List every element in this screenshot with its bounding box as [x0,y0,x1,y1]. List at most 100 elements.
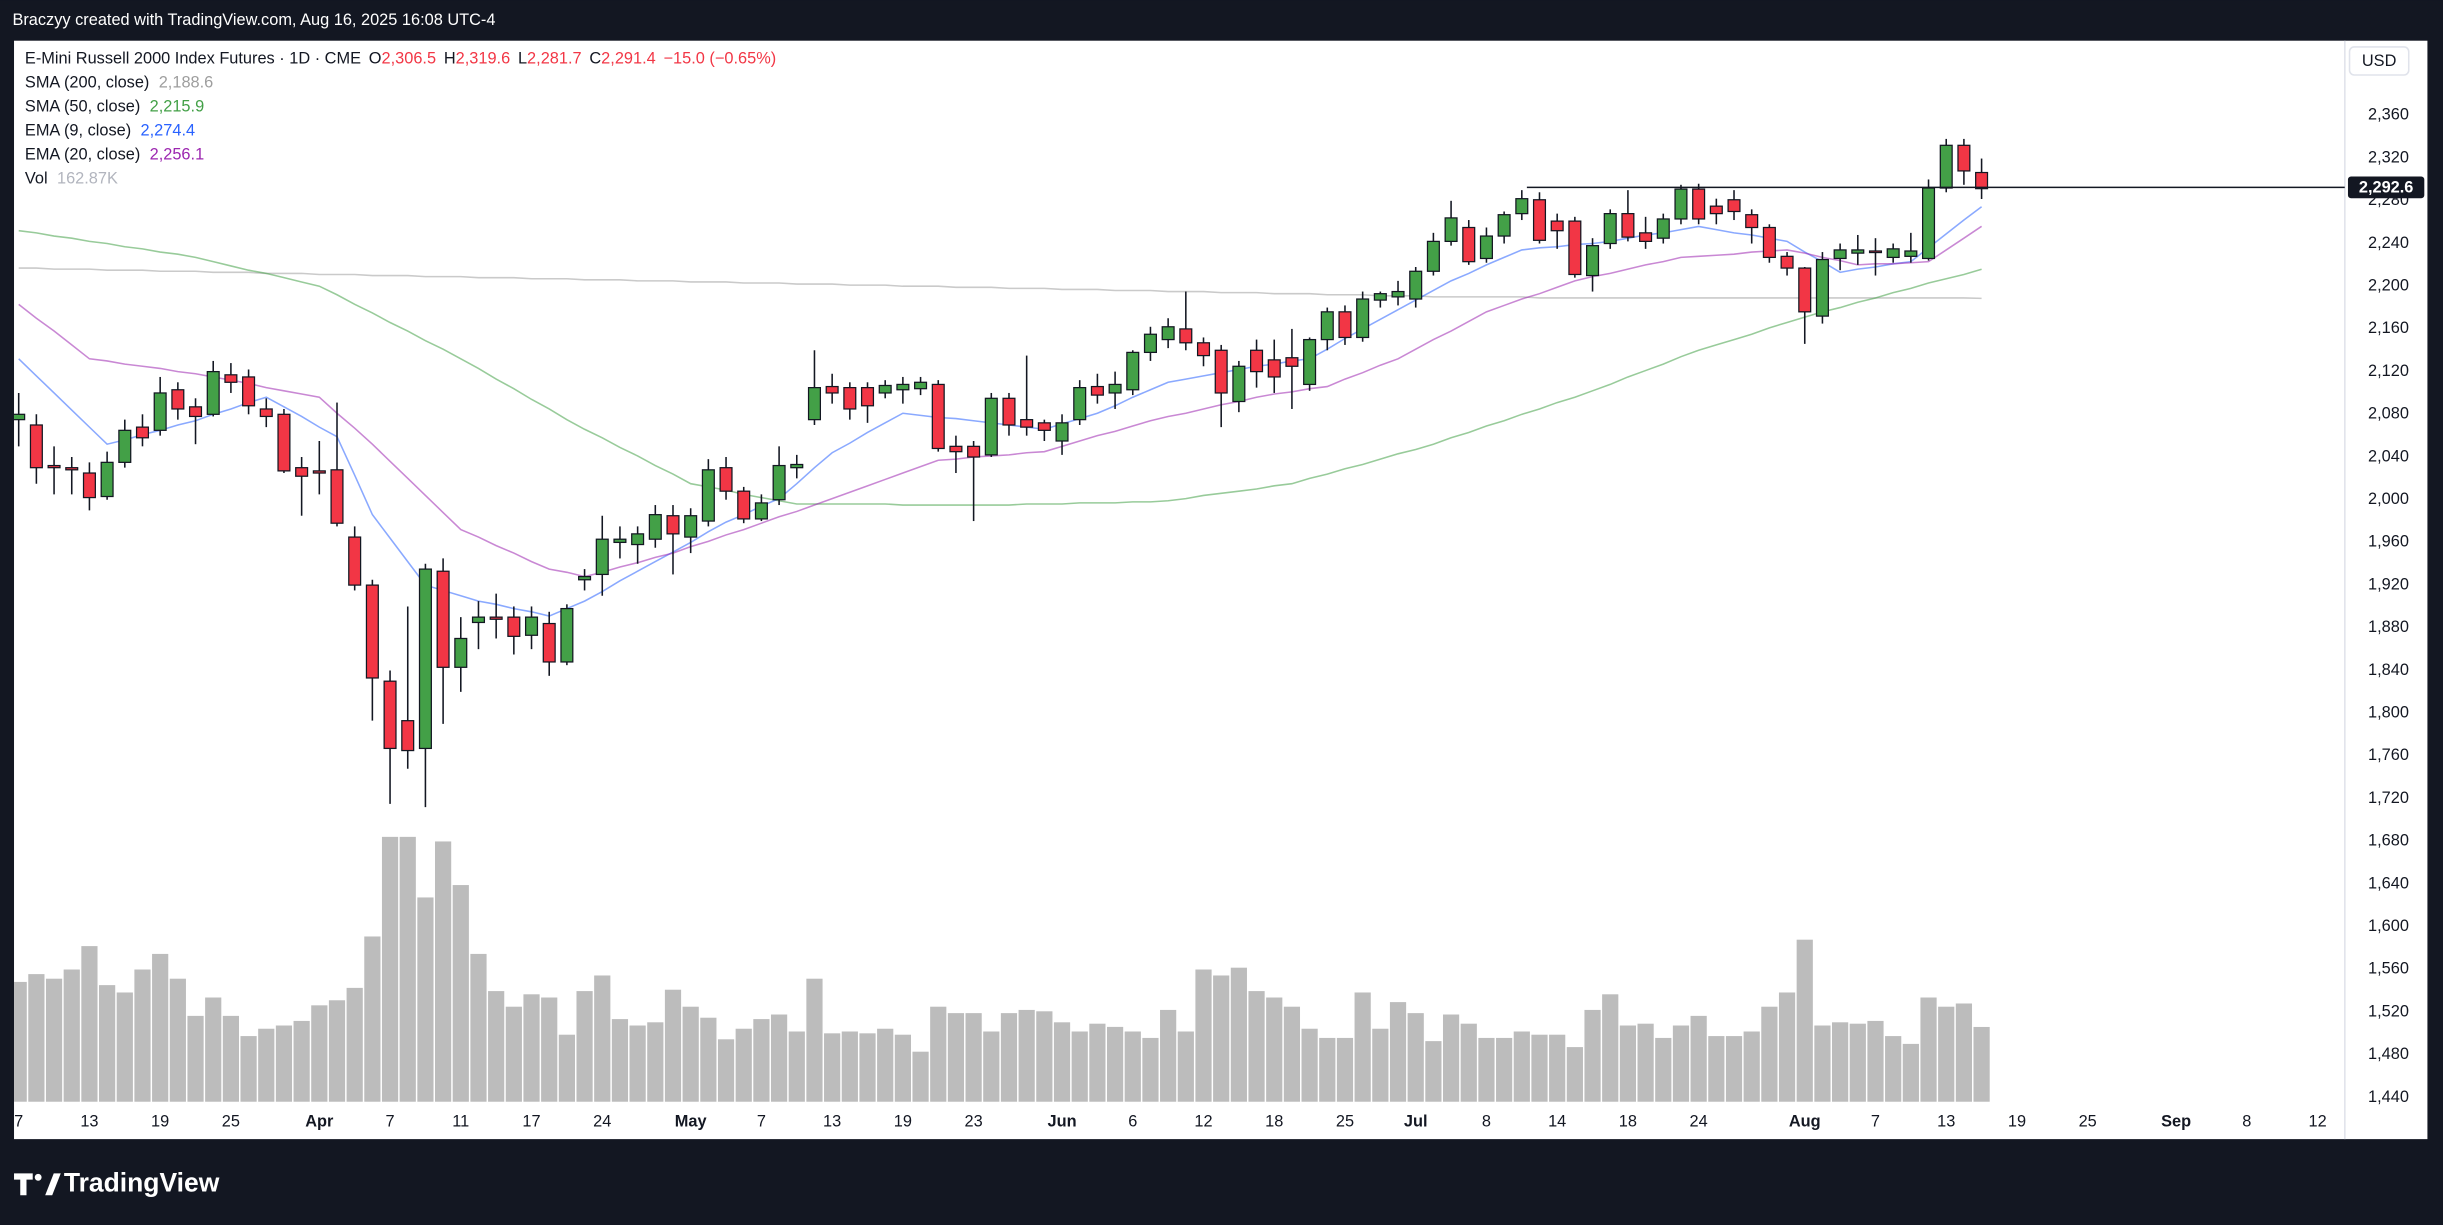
volume-bar [1354,992,1371,1102]
candle-body [1126,351,1140,391]
currency[interactable]: USD [2362,52,2397,70]
volume-bar [1053,1022,1071,1102]
change: −15.0 (−0.65%) [664,50,777,68]
candle-body [790,463,804,469]
volume-bar [788,1031,805,1102]
legend-value: 2,188.6 [159,74,214,92]
candle-body [436,570,450,668]
legend: E-Mini Russell 2000 Index Futures · 1D ·… [25,50,776,188]
volume-bar [1938,1006,1955,1102]
currency-box[interactable] [2348,46,2410,76]
volume-bar [664,989,682,1102]
candle-body [14,413,26,421]
candle-body [1391,290,1405,298]
candle-body [1515,198,1529,215]
x-tick-label: Aug [1789,1112,1821,1130]
volume-bar [381,836,399,1102]
volume-bar [134,969,151,1102]
x-tick-label: Jul [1404,1112,1428,1130]
candle-body [684,515,698,538]
candle-body [1462,226,1476,263]
legend-value: 2,215.9 [150,98,205,116]
y-tick-label: 2,240 [2368,234,2409,252]
volume-bar [930,1006,947,1102]
volume-bar [576,991,593,1102]
y-tick-label: 1,840 [2368,661,2409,679]
candle-body [171,389,185,410]
y-tick-label: 1,600 [2368,917,2409,935]
candle-body [1020,419,1034,428]
y-tick-label: 2,080 [2368,405,2409,423]
volume-bar [63,969,80,1102]
candle-body [860,387,875,407]
volume-bar [14,981,27,1102]
candle-body [1868,250,1883,254]
candle-body [807,387,822,421]
volume-bar [753,1019,770,1102]
volume-bar [1619,1025,1637,1102]
candle-body [100,461,114,498]
candle-body [1196,342,1211,357]
x-tick-label: 25 [222,1112,240,1130]
volume-bar [1160,1009,1177,1102]
volume-bar [28,974,45,1102]
legend-name: SMA (50, close) [25,98,140,116]
volume-bar [1690,1015,1707,1102]
volume-bar [611,1019,629,1102]
volume-bar [470,953,487,1102]
candle-body [47,464,61,469]
x-tick-label: 25 [1336,1112,1354,1130]
y-tick-label: 1,960 [2368,533,2409,551]
candle-body [1727,199,1741,213]
volume-bar [1442,1014,1460,1102]
ohlc-key: H [444,50,456,68]
volume-bar [1584,1009,1601,1102]
volume-bar [1142,1037,1159,1102]
candle-body [1497,214,1511,237]
brand-logo [14,1173,61,1196]
volume-bar [700,1017,717,1102]
y-tick-label: 1,800 [2368,704,2409,722]
y-tick-label: 2,040 [2368,447,2409,465]
candle-body [613,538,627,544]
ohlc-value: 2,306.5 [382,50,437,68]
candle-body [1426,240,1440,272]
indicator-line [18,206,1983,617]
candle-body [896,383,910,391]
volume-bar [947,1013,965,1102]
x-tick-label: 11 [452,1112,469,1130]
x-tick-label: Sep [2161,1112,2191,1130]
candle-body [401,720,415,752]
volume-bar [735,1028,752,1102]
candle-body [1232,365,1246,403]
x-tick-label: Jun [1048,1112,1077,1130]
x-tick-label: 14 [1548,1112,1566,1130]
legend-name: EMA (20, close) [25,146,140,164]
volume-bar [1920,997,1937,1102]
candle-body [1161,326,1175,341]
candle-body [454,637,468,668]
volume-bar [912,1051,929,1102]
candle-body [1479,235,1493,260]
candle-body [1851,249,1865,254]
volume-bar [1743,1031,1760,1102]
candle-body [188,406,203,418]
volume-bar [187,1015,204,1102]
x-tick-label: 17 [522,1112,540,1130]
candle-body [507,616,521,637]
candle-body [1550,220,1564,232]
volume-bar [116,992,133,1102]
volume-bar [1867,1020,1884,1102]
candle-body [1780,255,1794,269]
volume-bar [541,997,558,1102]
candle-body [118,429,132,463]
volume-bar [1478,1037,1495,1102]
volume-bar [1248,991,1265,1102]
candle-body [1975,171,1989,190]
candle-body [29,424,43,469]
candle-body [1090,385,1104,396]
volume-bar [205,997,222,1102]
candle-body [719,467,733,492]
y-tick-label: 1,640 [2368,874,2409,892]
candle-body [1833,249,1847,260]
